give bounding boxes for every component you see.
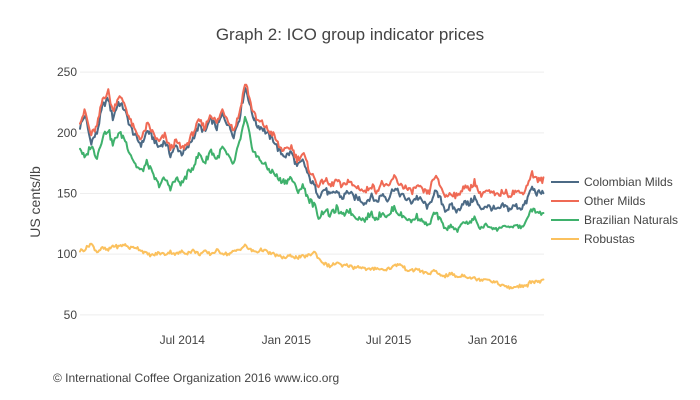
series-line-brazilian-naturals <box>79 115 545 233</box>
x-tick-label: Jan 2016 <box>468 333 518 347</box>
x-tick-label: Jul 2014 <box>160 333 206 347</box>
y-tick-label: 250 <box>57 65 77 79</box>
y-tick-label: 100 <box>57 247 77 261</box>
x-tick-label: Jul 2015 <box>366 333 412 347</box>
y-axis-ticks: 50 100 150 200 250 <box>57 65 77 322</box>
y-axis-title: US cents/lb <box>27 166 43 238</box>
legend-label: Other Milds <box>584 194 645 208</box>
series-lines <box>79 83 545 290</box>
source-note: © International Coffee Organization 2016… <box>53 371 339 385</box>
series-line-other-milds <box>79 83 545 200</box>
y-tick-label: 50 <box>64 308 78 322</box>
x-tick-label: Jan 2015 <box>262 333 312 347</box>
legend-label: Brazilian Naturals <box>584 213 678 227</box>
legend-label: Colombian Milds <box>584 175 673 189</box>
legend-label: Robustas <box>584 232 635 246</box>
y-tick-label: 150 <box>57 187 77 201</box>
series-line-robustas <box>79 242 545 290</box>
legend: Colombian Milds Other Milds Brazilian Natu… <box>551 175 678 246</box>
y-tick-label: 200 <box>57 126 77 140</box>
series-line-colombian-milds <box>79 86 545 214</box>
x-axis-ticks: Jul 2014 Jan 2015 Jul 2015 Jan 2016 <box>160 333 518 347</box>
chart-title: Graph 2: ICO group indicator prices <box>216 25 484 44</box>
